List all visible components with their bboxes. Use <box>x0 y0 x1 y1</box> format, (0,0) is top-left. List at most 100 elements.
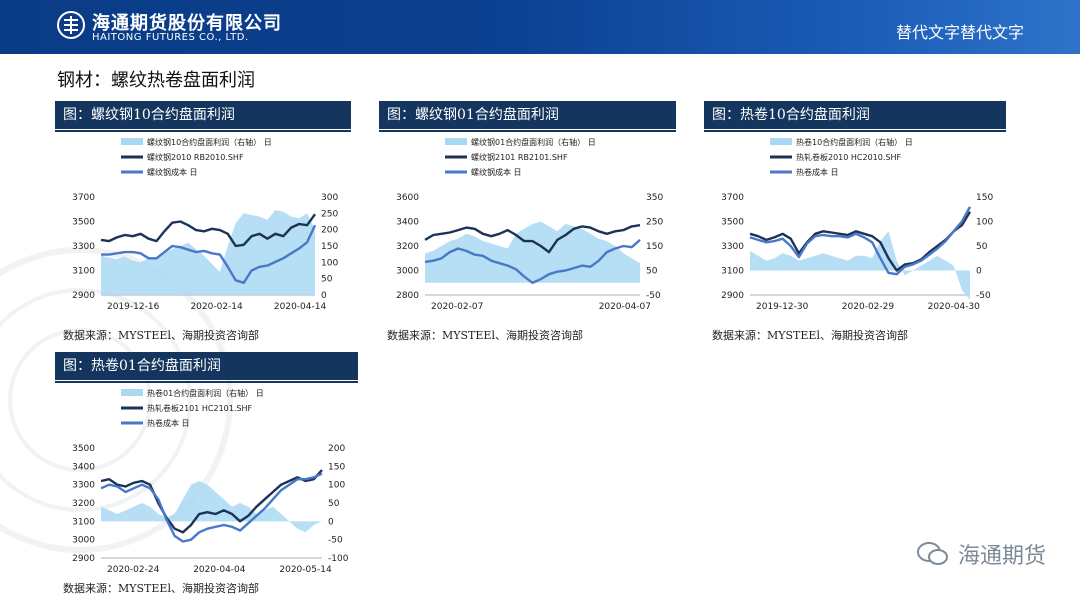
series-area-profit <box>750 231 970 300</box>
y-left-tick: 2900 <box>72 291 95 301</box>
chart-panel-hc01: 图：热卷01合约盘面利润 热卷01合约盘面利润（右轴） 日热轧卷板2101 HC… <box>55 352 358 602</box>
legend-swatch-area <box>445 138 467 145</box>
x-tick: 2019-12-30 <box>756 302 809 312</box>
y-right-tick: 50 <box>646 267 658 277</box>
y-right-tick: 50 <box>976 242 988 252</box>
y-right-tick: -50 <box>328 536 343 546</box>
y-left-tick: 3000 <box>72 536 95 546</box>
panel-title: 图：螺纹钢01合约盘面利润 <box>379 101 676 132</box>
x-tick: 2020-02-24 <box>107 565 160 575</box>
y-right-tick: 100 <box>328 481 345 491</box>
x-tick: 2020-04-30 <box>928 302 981 312</box>
series-line-futures <box>749 211 972 272</box>
series-line-cost <box>424 238 641 284</box>
y-right-tick: 150 <box>321 242 338 252</box>
series-area-profit <box>101 481 322 533</box>
y-right-tick: -50 <box>976 291 991 301</box>
y-right-tick: 0 <box>976 267 982 277</box>
y-left-tick: 3700 <box>72 193 95 203</box>
y-right-tick: 350 <box>646 193 663 203</box>
company-name-cn: 海通期货股份有限公司 <box>92 13 282 34</box>
y-left-tick: 3700 <box>721 193 744 203</box>
y-left-tick: 3000 <box>396 267 419 277</box>
y-left-tick: 3500 <box>72 218 95 228</box>
y-right-tick: 50 <box>328 499 340 509</box>
chart-panel-hc10: 图：热卷10合约盘面利润 热卷10合约盘面利润（右轴） 日热轧卷板2010 HC… <box>704 101 1006 346</box>
y-left-tick: 2800 <box>396 291 419 301</box>
y-left-tick: 3100 <box>72 517 95 527</box>
company-name-en: HAITONG FUTURES CO., LTD. <box>92 32 249 43</box>
wechat-watermark: 海通期货 <box>916 538 1046 570</box>
legend-label: 螺纹钢10合约盘面利润（右轴） 日 <box>147 137 272 147</box>
y-right-tick: 200 <box>321 226 338 236</box>
wechat-icon <box>916 542 948 565</box>
y-right-tick: 250 <box>321 209 338 219</box>
legend-label: 螺纹钢成本 日 <box>471 167 522 177</box>
y-right-tick: -100 <box>328 554 349 564</box>
x-tick: 2020-02-29 <box>842 302 895 312</box>
y-right-tick: 200 <box>328 444 345 454</box>
y-left-tick: 3600 <box>396 193 419 203</box>
y-left-tick: 3100 <box>721 267 744 277</box>
series-line-futures <box>424 224 641 254</box>
legend-label: 热轧卷板2010 HC2010.SHF <box>796 152 901 162</box>
legend-label: 螺纹钢2010 RB2010.SHF <box>147 152 244 162</box>
y-left-tick: 2900 <box>721 291 744 301</box>
y-left-tick: 2900 <box>72 554 95 564</box>
panel-title: 图：螺纹钢10合约盘面利润 <box>55 101 351 132</box>
legend-label: 热卷01合约盘面利润（右轴） 日 <box>147 388 264 398</box>
y-right-tick: -50 <box>646 291 661 301</box>
data-source: 数据来源：MYSTEEl、海期投资咨询部 <box>712 329 908 342</box>
section-title: 钢材：螺纹热卷盘面利润 <box>57 70 255 91</box>
y-left-tick: 3400 <box>72 462 95 472</box>
legend-label: 热卷成本 日 <box>796 167 839 177</box>
y-left-tick: 3100 <box>72 267 95 277</box>
legend-label: 螺纹钢01合约盘面利润（右轴） 日 <box>471 137 596 147</box>
banner-right-text: 替代文字替代文字 <box>895 23 1024 42</box>
x-tick: 2020-04-07 <box>599 302 651 312</box>
legend-label: 热卷成本 日 <box>147 418 190 428</box>
series-line-futures <box>100 213 316 248</box>
y-right-tick: 0 <box>328 517 334 527</box>
y-right-tick: 50 <box>321 275 333 285</box>
legend-label: 热卷10合约盘面利润（右轴） 日 <box>796 137 913 147</box>
y-left-tick: 3500 <box>72 444 95 454</box>
data-source: 数据来源：MYSTEEl、海期投资咨询部 <box>63 582 259 595</box>
header-banner: 海通期货股份有限公司 HAITONG FUTURES CO., LTD. 替代文… <box>0 0 1080 54</box>
y-left-tick: 3500 <box>721 218 744 228</box>
series-line-futures <box>100 469 323 534</box>
y-left-tick: 3200 <box>72 499 95 509</box>
y-right-tick: 300 <box>321 193 338 203</box>
x-tick: 2020-02-07 <box>431 302 483 312</box>
x-tick: 2020-05-14 <box>279 565 332 575</box>
x-tick: 2020-02-14 <box>190 302 243 312</box>
y-left-tick: 3200 <box>396 242 419 252</box>
legend-swatch-area <box>121 389 143 396</box>
data-source: 数据来源：MYSTEEl、海期投资咨询部 <box>63 329 259 342</box>
chart-panel-rb01: 图：螺纹钢01合约盘面利润 螺纹钢01合约盘面利润（右轴） 日螺纹钢2101 R… <box>379 101 676 346</box>
y-right-tick: 100 <box>976 218 993 228</box>
x-tick: 2020-04-14 <box>274 302 327 312</box>
y-right-tick: 100 <box>321 258 338 268</box>
background-pattern <box>0 247 233 553</box>
y-right-tick: 250 <box>646 218 663 228</box>
y-left-tick: 3300 <box>721 242 744 252</box>
series-line-cost <box>749 206 972 276</box>
legend-label: 螺纹钢2101 RB2101.SHF <box>471 152 568 162</box>
panel-title: 图：热卷10合约盘面利润 <box>704 101 1006 132</box>
y-right-tick: 0 <box>321 291 327 301</box>
legend-swatch-area <box>770 138 792 145</box>
series-line-cost <box>100 472 323 543</box>
watermark-text: 海通期货 <box>957 544 1046 569</box>
series-area-profit <box>101 210 315 295</box>
company-logo-icon <box>57 11 85 39</box>
y-left-tick: 3300 <box>72 242 95 252</box>
x-tick: 2019-12-16 <box>107 302 160 312</box>
legend-label: 螺纹钢成本 日 <box>147 167 198 177</box>
series-line-cost <box>101 224 317 284</box>
chart-panel-rb10: 图：螺纹钢10合约盘面利润 螺纹钢10合约盘面利润（右轴） 日螺纹钢2010 R… <box>55 101 351 346</box>
legend-swatch-area <box>121 138 143 145</box>
y-right-tick: 150 <box>646 242 663 252</box>
